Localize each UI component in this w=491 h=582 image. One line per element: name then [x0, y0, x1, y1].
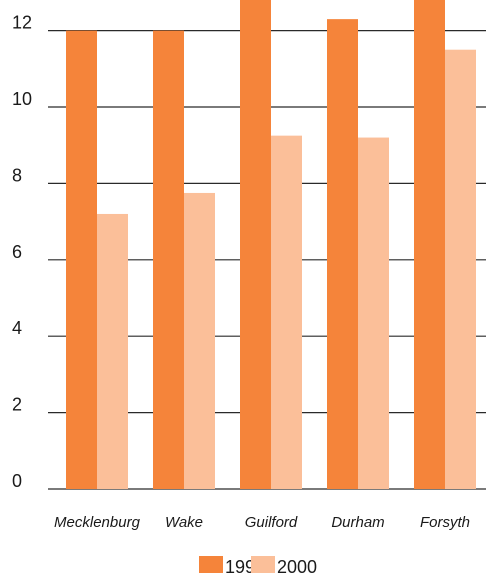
y-tick-label: 8 — [12, 165, 22, 185]
bar-1990-forsyth — [414, 0, 445, 489]
x-category-label: Guilford — [245, 514, 298, 531]
x-category-label: Mecklenburg — [54, 514, 141, 531]
legend-label-2000: 2000 — [277, 557, 317, 577]
y-tick-label: 6 — [12, 242, 22, 262]
x-category-label: Durham — [331, 514, 384, 531]
legend-swatch-2000 — [251, 556, 275, 573]
bar-2000-forsyth — [445, 49, 476, 489]
bars — [66, 0, 476, 489]
bar-1990-guilford — [240, 0, 271, 489]
x-category-label: Wake — [165, 514, 203, 531]
bar-2000-wake — [184, 192, 215, 489]
y-axis-tick-labels: 0 2 4 6 8 10 12 — [12, 13, 32, 491]
y-tick-label: 4 — [12, 318, 22, 338]
bar-1990-mecklenburg — [66, 30, 97, 489]
legend-swatch-1990 — [199, 556, 223, 573]
bar-1990-wake — [153, 30, 184, 489]
legend: 1990 2000 — [199, 556, 317, 577]
bar-2000-guilford — [271, 135, 302, 489]
bar-2000-durham — [358, 137, 389, 489]
x-axis-category-labels: Mecklenburg Wake Guilford Durham Forsyth — [54, 514, 470, 531]
y-tick-label: 10 — [12, 89, 32, 109]
bar-1990-durham — [327, 19, 358, 489]
x-category-label: Forsyth — [420, 514, 470, 531]
y-tick-label: 2 — [12, 395, 22, 415]
y-tick-label: 0 — [12, 471, 22, 491]
y-tick-label: 12 — [12, 13, 32, 33]
bar-2000-mecklenburg — [97, 213, 128, 489]
